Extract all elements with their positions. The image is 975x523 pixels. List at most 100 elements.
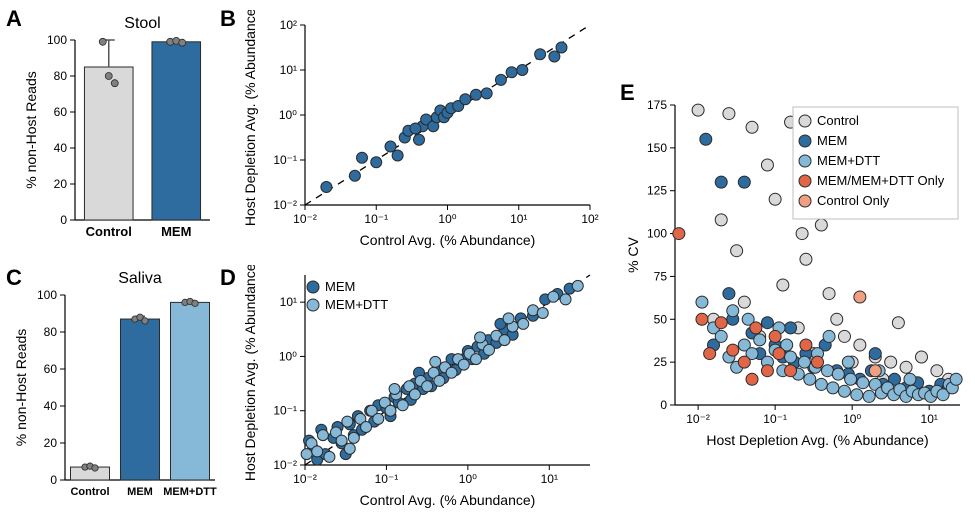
scatter-point (312, 446, 323, 457)
svg-text:Control Avg. (% Abundance): Control Avg. (% Abundance) (360, 232, 536, 248)
scatter-point (761, 365, 773, 377)
svg-text:25: 25 (654, 355, 668, 369)
svg-text:150: 150 (647, 141, 667, 155)
scatter-point (696, 296, 708, 308)
scatter-point (414, 134, 425, 145)
scatter-point (422, 381, 433, 392)
scatter-point (769, 330, 781, 342)
svg-text:0: 0 (60, 213, 67, 227)
datapoint (179, 39, 186, 46)
scatter-point (499, 335, 510, 346)
scatter-point (572, 280, 583, 291)
scatter-point (831, 313, 843, 325)
panel-B-chart: 10⁻²10⁻²10⁻¹10⁻¹10⁰10⁰10¹10¹10²10²Contro… (235, 10, 605, 255)
svg-text:80: 80 (44, 325, 58, 339)
scatter-point (885, 356, 897, 368)
svg-text:% CV: % CV (625, 236, 641, 272)
scatter-point (845, 373, 857, 385)
scatter-point (746, 121, 758, 133)
svg-text:100: 100 (37, 288, 57, 302)
scatter-point (434, 375, 445, 386)
datapoint (142, 318, 148, 324)
svg-text:10⁻¹: 10⁻¹ (364, 212, 388, 226)
svg-text:10⁻¹: 10⁻¹ (375, 472, 399, 486)
scatter-point (517, 65, 528, 76)
scatter-point (385, 141, 396, 152)
svg-text:80: 80 (54, 69, 68, 83)
scatter-point (815, 219, 827, 231)
svg-text:Host Depletion Avg. (% Abundan: Host Depletion Avg. (% Abundance) (242, 265, 258, 481)
bar-MEM+DTT (171, 302, 210, 480)
scatter-point (857, 377, 869, 389)
scatter-point (931, 365, 943, 377)
scatter-point (823, 330, 835, 342)
scatter-point (892, 317, 904, 329)
panel-E-chart: 025507510012515017510⁻²10⁻¹10⁰10¹Host De… (620, 90, 970, 460)
datapoint (192, 300, 198, 306)
scatter-point (471, 354, 482, 365)
scatter-point (715, 176, 727, 188)
svg-text:10⁰: 10⁰ (279, 108, 297, 122)
scatter-point (696, 313, 708, 325)
scatter-point (409, 389, 420, 400)
scatter-point (537, 308, 548, 319)
scatter-point (481, 88, 492, 99)
scatter-point (800, 253, 812, 265)
svg-text:50: 50 (654, 312, 668, 326)
scatter-point (822, 365, 834, 377)
svg-text:10⁻²: 10⁻² (273, 198, 297, 212)
scatter-point (842, 356, 854, 368)
legend-marker (799, 195, 811, 207)
scatter-point (827, 382, 839, 394)
svg-text:MEM: MEM (127, 486, 153, 498)
scatter-point (324, 451, 335, 462)
figure: { "colors": { "control_bar": "#d9d9d9", … (0, 0, 975, 523)
scatter-point (785, 351, 797, 363)
svg-text:10¹: 10¹ (280, 295, 297, 309)
svg-text:125: 125 (647, 184, 667, 198)
scatter-point (738, 296, 750, 308)
legend-label: MEM/MEM+DTT Only (817, 173, 945, 188)
scatter-point (704, 348, 716, 360)
legend-marker (307, 299, 319, 311)
svg-text:10¹: 10¹ (510, 212, 527, 226)
scatter-point (723, 288, 735, 300)
svg-text:10²: 10² (280, 18, 297, 32)
scatter-point (773, 348, 785, 360)
scatter-point (761, 317, 773, 329)
panel-label-D: D (220, 265, 236, 291)
svg-text:Stool: Stool (124, 15, 160, 32)
legend-marker (799, 115, 811, 127)
scatter-point (458, 359, 469, 370)
scatter-point (361, 422, 372, 433)
scatter-point (549, 51, 560, 62)
svg-text:Control: Control (70, 486, 109, 498)
scatter-point (373, 413, 384, 424)
svg-text:40: 40 (44, 399, 58, 413)
scatter-point (761, 159, 773, 171)
scatter-point (484, 344, 495, 355)
bar-MEM (152, 42, 201, 220)
svg-text:10⁰: 10⁰ (279, 349, 297, 363)
panel-A-chart: Stool% non-Host Reads020406080100Control… (20, 10, 220, 255)
scatter-point (389, 384, 400, 395)
svg-text:10¹: 10¹ (921, 412, 938, 426)
svg-text:175: 175 (647, 98, 667, 112)
svg-text:10²: 10² (581, 212, 598, 226)
scatter-point (518, 318, 529, 329)
svg-text:Host Depletion Avg. (% Abundan: Host Depletion Avg. (% Abundance) (242, 10, 258, 226)
scatter-point (392, 150, 403, 161)
svg-text:0: 0 (50, 473, 57, 487)
scatter-point (915, 351, 927, 363)
scatter-point (785, 322, 797, 334)
legend-label: Control Only (817, 193, 890, 208)
scatter-point (348, 432, 359, 443)
scatter-point (715, 214, 727, 226)
svg-text:Host Depletion Avg. (% Abundan: Host Depletion Avg. (% Abundance) (706, 432, 928, 448)
scatter-point (869, 348, 881, 360)
scatter-point (804, 373, 816, 385)
scatter-point (727, 344, 739, 356)
svg-text:0: 0 (660, 398, 667, 412)
scatter-point (357, 152, 368, 163)
svg-text:10⁻²: 10⁻² (273, 458, 297, 472)
